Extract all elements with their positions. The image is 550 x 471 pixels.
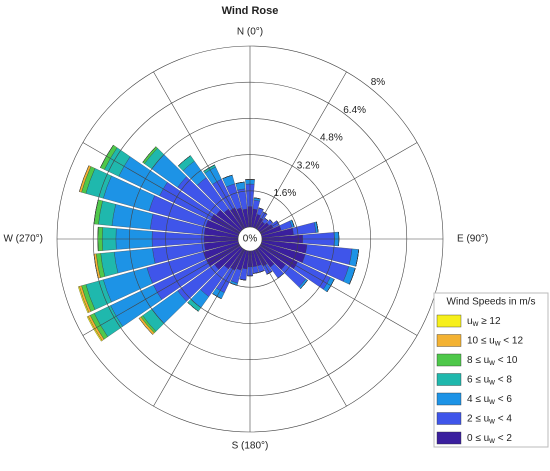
spoke [82, 142, 240, 234]
legend-swatch [436, 334, 462, 347]
legend-label: 6 ≤ uw < 8 [467, 374, 512, 386]
r-tick-label: 0% [243, 234, 258, 245]
spoke [153, 71, 245, 229]
legend-title: Wind Speeds in m/s [447, 297, 536, 308]
spoke [255, 71, 347, 229]
legend-swatch [436, 412, 462, 425]
chart-title: Wind Rose [222, 5, 279, 17]
wedges [78, 144, 359, 342]
theta-label: S (180°) [232, 441, 269, 452]
wedge [266, 271, 273, 275]
grid [56, 45, 444, 433]
r-tick-label: 4.8% [320, 133, 343, 144]
ring [237, 226, 263, 252]
wedge [253, 272, 259, 274]
r-tick-label: 3.2% [297, 160, 320, 171]
wedge [222, 174, 233, 179]
ring [201, 190, 299, 288]
r-tick-label: 6.4% [343, 105, 366, 116]
ring [129, 118, 371, 360]
wedge [355, 249, 359, 267]
legend-label: 2 ≤ uw < 4 [467, 413, 512, 425]
theta-label: W (270°) [3, 234, 43, 245]
r-tick-label: 8% [371, 77, 386, 88]
wedge [100, 144, 114, 168]
legend-label: 8 ≤ uw < 10 [467, 355, 518, 367]
theta-label: N (0°) [237, 27, 263, 38]
spoke [260, 142, 418, 234]
theta-label: E (90°) [457, 234, 488, 245]
legend-swatch [436, 314, 462, 328]
ring [56, 45, 444, 433]
labels: 0% 1.6% 3.2% 4.8% 6.4% 8% N (0°) E (90°) S (180°… [3, 27, 488, 452]
legend-swatch [436, 353, 462, 367]
wedge [212, 293, 222, 299]
wedge [138, 318, 153, 335]
legend-label: 4 ≤ uw < 6 [467, 394, 512, 406]
ring [165, 154, 335, 324]
spoke [255, 249, 347, 407]
legend-label: uw ≥ 12 [467, 316, 501, 328]
spoke [153, 249, 245, 407]
legend-label: 0 ≤ uw < 2 [467, 433, 512, 445]
wedge [78, 286, 89, 314]
legend-swatch [436, 373, 462, 386]
ring [92, 81, 408, 397]
wedge [187, 302, 199, 312]
wedge [79, 165, 89, 192]
r-tick-label: 1.6% [273, 188, 296, 199]
legend-label: 10 ≤ uw < 12 [467, 335, 523, 347]
spoke [260, 244, 418, 336]
wedge [142, 146, 157, 163]
spoke [82, 244, 240, 336]
legend-swatch [436, 392, 462, 406]
legend-swatch [436, 431, 462, 445]
